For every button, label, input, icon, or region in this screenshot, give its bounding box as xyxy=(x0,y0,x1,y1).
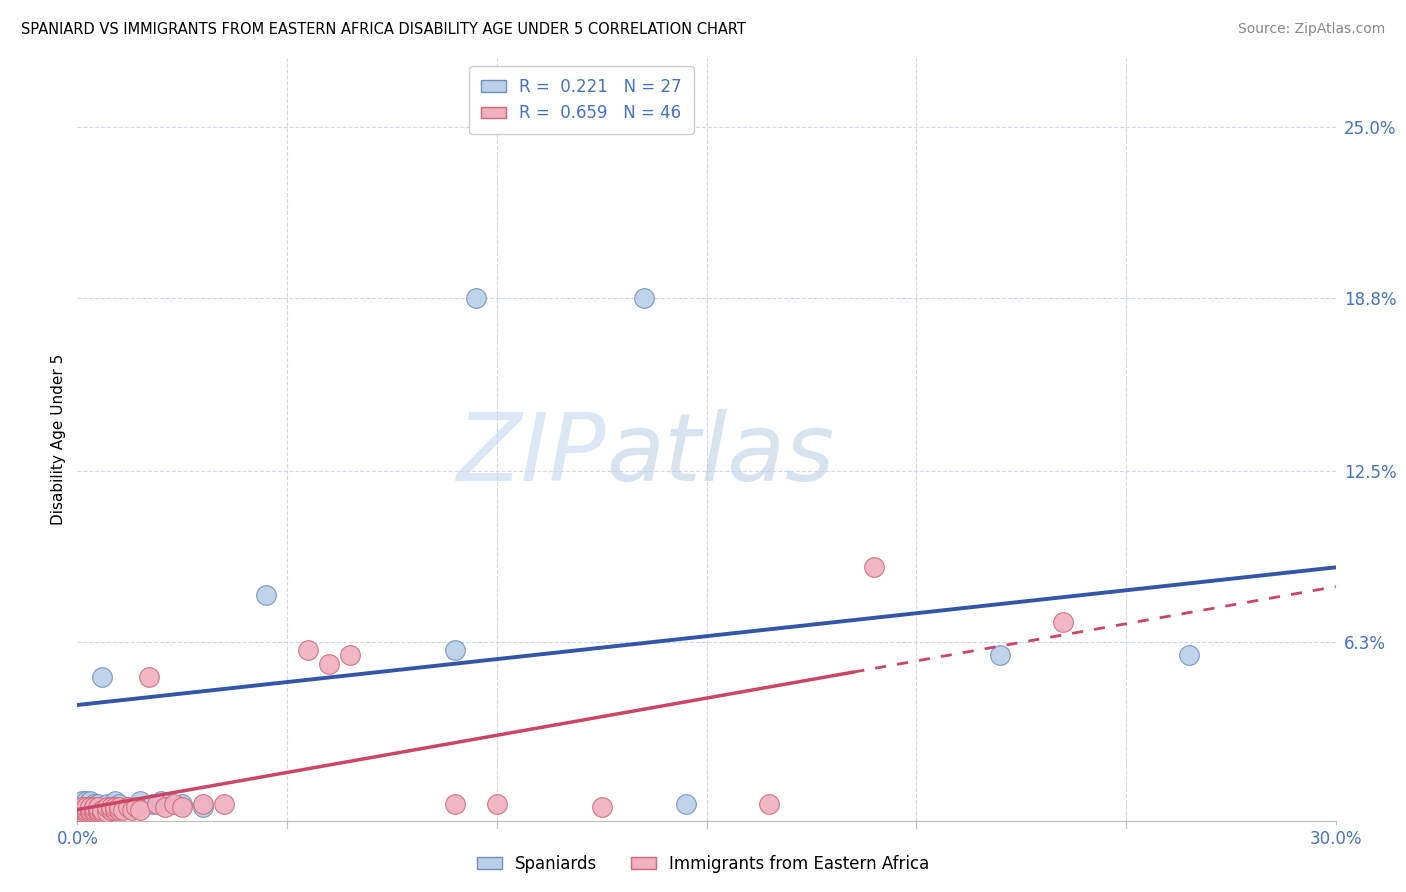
Point xyxy=(172,800,194,814)
Point xyxy=(297,643,319,657)
Point xyxy=(87,800,110,814)
Point xyxy=(87,803,110,817)
Point xyxy=(96,805,118,820)
Point xyxy=(129,803,152,817)
Point xyxy=(75,794,97,808)
Point xyxy=(70,803,93,817)
Point xyxy=(117,800,139,814)
Point xyxy=(758,797,780,811)
Point xyxy=(104,800,127,814)
Point xyxy=(863,560,886,574)
Point xyxy=(444,797,467,811)
Point xyxy=(87,805,110,820)
Point xyxy=(112,803,135,817)
Point xyxy=(138,670,160,684)
Point xyxy=(83,797,105,811)
Point xyxy=(100,800,122,814)
Point xyxy=(254,588,277,602)
Point xyxy=(318,657,340,671)
Text: SPANIARD VS IMMIGRANTS FROM EASTERN AFRICA DISABILITY AGE UNDER 5 CORRELATION CH: SPANIARD VS IMMIGRANTS FROM EASTERN AFRI… xyxy=(21,22,747,37)
Point xyxy=(129,794,152,808)
Point xyxy=(75,805,97,820)
Point xyxy=(1052,615,1074,630)
Point xyxy=(91,805,114,820)
Point xyxy=(155,800,177,814)
Point xyxy=(142,797,165,811)
Point xyxy=(79,800,101,814)
Point xyxy=(108,803,131,817)
Point xyxy=(339,648,361,663)
Point xyxy=(464,291,486,305)
Point xyxy=(485,797,508,811)
Point xyxy=(104,803,127,817)
Point xyxy=(70,794,93,808)
Point xyxy=(70,805,93,820)
Legend: R =  0.221   N = 27, R =  0.659   N = 46: R = 0.221 N = 27, R = 0.659 N = 46 xyxy=(470,66,693,134)
Point xyxy=(91,803,114,817)
Point xyxy=(444,643,467,657)
Text: ZIP: ZIP xyxy=(456,409,606,500)
Point xyxy=(96,797,118,811)
Point xyxy=(675,797,697,811)
Point xyxy=(100,803,122,817)
Point xyxy=(108,800,131,814)
Point xyxy=(75,800,97,814)
Point xyxy=(150,794,173,808)
Point xyxy=(163,797,186,811)
Point xyxy=(91,670,114,684)
Point xyxy=(172,797,194,811)
Point xyxy=(125,800,148,814)
Point xyxy=(212,797,235,811)
Point xyxy=(79,794,101,808)
Point xyxy=(121,803,143,817)
Point xyxy=(96,800,118,814)
Y-axis label: Disability Age Under 5: Disability Age Under 5 xyxy=(51,354,66,524)
Point xyxy=(75,803,97,817)
Point xyxy=(83,800,105,814)
Point xyxy=(146,797,169,811)
Point xyxy=(83,803,105,817)
Point xyxy=(100,800,122,814)
Point xyxy=(591,800,613,814)
Point xyxy=(117,800,139,814)
Point xyxy=(191,797,215,811)
Point xyxy=(191,800,215,814)
Point xyxy=(79,803,101,817)
Point xyxy=(75,797,97,811)
Point xyxy=(108,797,131,811)
Point xyxy=(79,800,101,814)
Point xyxy=(70,800,93,814)
Point xyxy=(79,805,101,820)
Text: Source: ZipAtlas.com: Source: ZipAtlas.com xyxy=(1237,22,1385,37)
Point xyxy=(988,648,1011,663)
Legend: Spaniards, Immigrants from Eastern Africa: Spaniards, Immigrants from Eastern Afric… xyxy=(470,848,936,880)
Point xyxy=(633,291,655,305)
Point xyxy=(83,800,105,814)
Point xyxy=(87,797,110,811)
Point xyxy=(83,805,105,820)
Point xyxy=(104,794,127,808)
Point xyxy=(70,800,93,814)
Point xyxy=(1178,648,1201,663)
Text: atlas: atlas xyxy=(606,409,834,500)
